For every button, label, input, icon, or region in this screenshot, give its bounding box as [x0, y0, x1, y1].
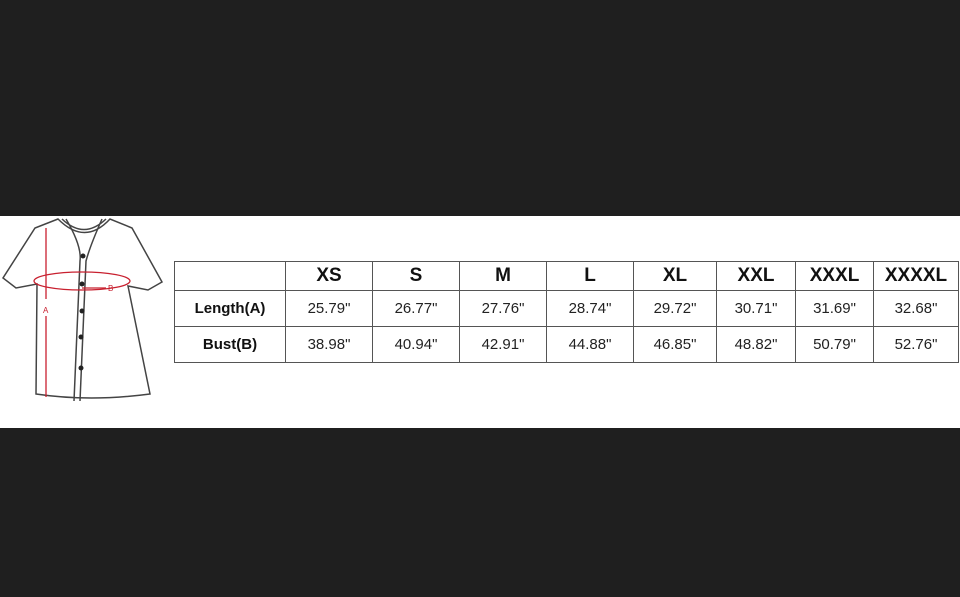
- header-size-xxxxl: XXXXL: [873, 261, 959, 291]
- cell: 46.85": [633, 326, 717, 363]
- cell: 42.91": [459, 326, 547, 363]
- size-chart-panel: A B XS S M L XL XXL XXXL XXXXL Length(A)…: [0, 216, 960, 428]
- table-row-bust: Bust(B) 38.98" 40.94" 42.91" 44.88" 46.8…: [174, 326, 959, 363]
- label-a: A: [43, 306, 49, 315]
- cell: 30.71": [716, 290, 796, 327]
- measurement-lines: [33, 228, 131, 397]
- cell: 29.72": [633, 290, 717, 327]
- header-size-l: L: [546, 261, 634, 291]
- cell: 26.77": [372, 290, 460, 327]
- cell: 40.94": [372, 326, 460, 363]
- header-size-xl: XL: [633, 261, 717, 291]
- header-size-xxl: XXL: [716, 261, 796, 291]
- cell: 38.98": [285, 326, 373, 363]
- cell: 25.79": [285, 290, 373, 327]
- jersey-diagram: A B: [1, 218, 164, 402]
- cell: 50.79": [795, 326, 874, 363]
- header-size-xxxl: XXXL: [795, 261, 874, 291]
- cell: 32.68": [873, 290, 959, 327]
- label-b: B: [108, 284, 113, 293]
- header-size-m: M: [459, 261, 547, 291]
- header-size-s: S: [372, 261, 460, 291]
- size-table: XS S M L XL XXL XXXL XXXXL Length(A) 25.…: [174, 261, 959, 363]
- cell: 28.74": [546, 290, 634, 327]
- header-blank-cell: [174, 261, 286, 291]
- table-header-row: XS S M L XL XXL XXXL XXXXL: [174, 261, 959, 291]
- row-label: Bust(B): [174, 326, 286, 363]
- cell: 44.88": [546, 326, 634, 363]
- table-row-length: Length(A) 25.79" 26.77" 27.76" 28.74" 29…: [174, 290, 959, 327]
- header-size-xs: XS: [285, 261, 373, 291]
- cell: 27.76": [459, 290, 547, 327]
- row-label: Length(A): [174, 290, 286, 327]
- cell: 31.69": [795, 290, 874, 327]
- cell: 52.76": [873, 326, 959, 363]
- cell: 48.82": [716, 326, 796, 363]
